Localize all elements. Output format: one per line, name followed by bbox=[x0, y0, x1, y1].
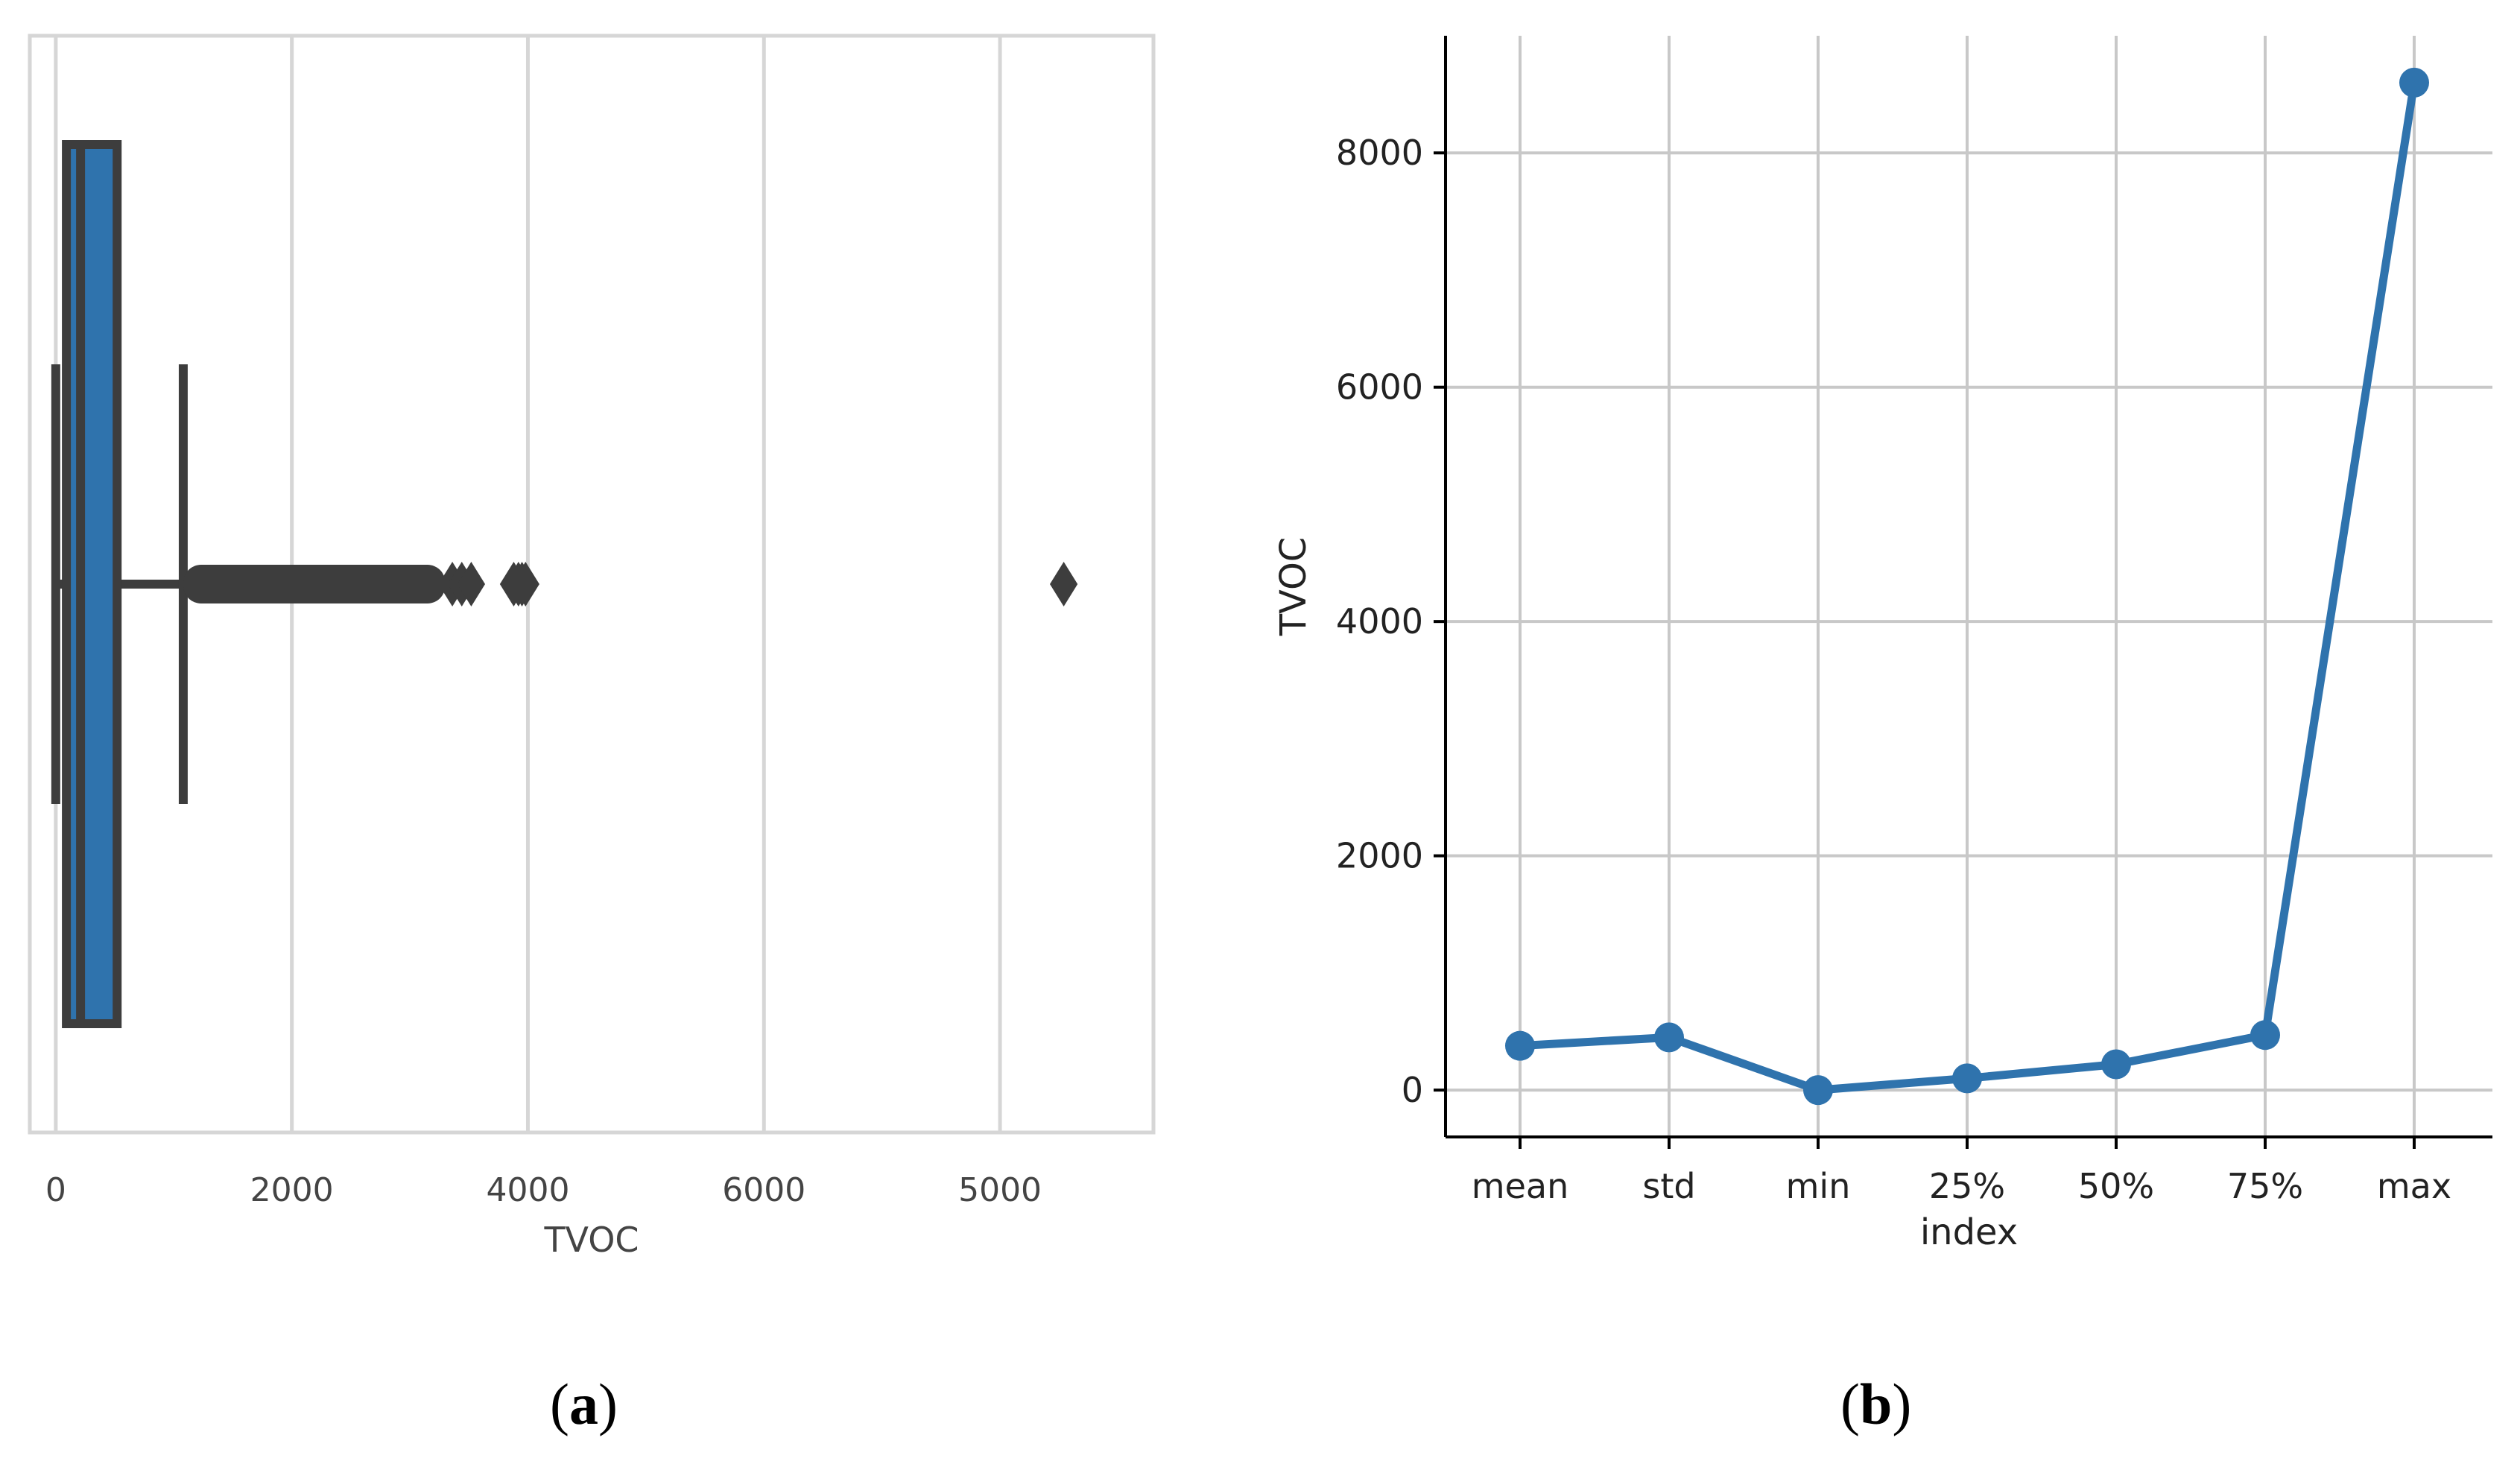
panel-b-plot bbox=[1434, 36, 2492, 1149]
panel-a-outlier-point bbox=[1050, 562, 1078, 606]
panel-b-xtick-label: min bbox=[1786, 1166, 1851, 1206]
panel-b-xtick-label: 75% bbox=[2227, 1166, 2303, 1206]
panel-a-box bbox=[62, 140, 122, 1028]
panel-b-ytick-label: 0 bbox=[1402, 1070, 1423, 1110]
panel-b-point bbox=[1952, 1063, 1982, 1094]
panel-b-point bbox=[2399, 67, 2429, 98]
panel-b-point bbox=[1654, 1022, 1684, 1053]
panel-a-caption-label: a bbox=[569, 1372, 598, 1436]
panel-b-xtick-label: mean bbox=[1472, 1166, 1568, 1206]
panel-b-ytick-label: 4000 bbox=[1336, 601, 1423, 641]
panel-a-frame bbox=[28, 34, 1156, 1135]
panel-b-xtick-label: std bbox=[1642, 1166, 1695, 1206]
panel-b-point bbox=[1505, 1030, 1535, 1061]
panel-b-ytick-label: 8000 bbox=[1336, 133, 1423, 173]
panel-b-point bbox=[2250, 1020, 2280, 1051]
panel-b-point bbox=[1803, 1075, 1833, 1106]
panel-a-xtick-label: 2000 bbox=[250, 1171, 334, 1209]
panel-a-xtick-label: 5000 bbox=[958, 1171, 1042, 1209]
panel-b-caption-label: b bbox=[1859, 1372, 1893, 1436]
panel-b-ylabel: TVOC bbox=[1273, 537, 1314, 637]
panel-a-outlier-band bbox=[183, 565, 446, 603]
panel-a-outlier-point bbox=[511, 562, 539, 606]
panel-b-ytick-label: 6000 bbox=[1336, 367, 1423, 408]
panel-b-ytick-label: 2000 bbox=[1336, 836, 1423, 876]
panel-a-outlier-point bbox=[457, 562, 486, 606]
panel-a-xtick-label: 4000 bbox=[486, 1171, 569, 1209]
panel-b-caption: (b) bbox=[1840, 1372, 1912, 1436]
panel-a-caption: (a) bbox=[550, 1372, 618, 1436]
panel-a-plot bbox=[28, 34, 1156, 1135]
panel-b-point bbox=[2101, 1049, 2131, 1080]
panel-a-xlabel: TVOC bbox=[543, 1220, 639, 1260]
panel-b-xtick-label: max bbox=[2377, 1166, 2451, 1206]
panel-a-xtick-label: 0 bbox=[45, 1171, 66, 1209]
panel-b-xlabel: index bbox=[1920, 1211, 2018, 1253]
panel-b-xtick-label: 25% bbox=[1929, 1166, 2005, 1206]
panel-b-xtick-label: 50% bbox=[2078, 1166, 2154, 1206]
panel-a-xtick-label: 6000 bbox=[722, 1171, 805, 1209]
